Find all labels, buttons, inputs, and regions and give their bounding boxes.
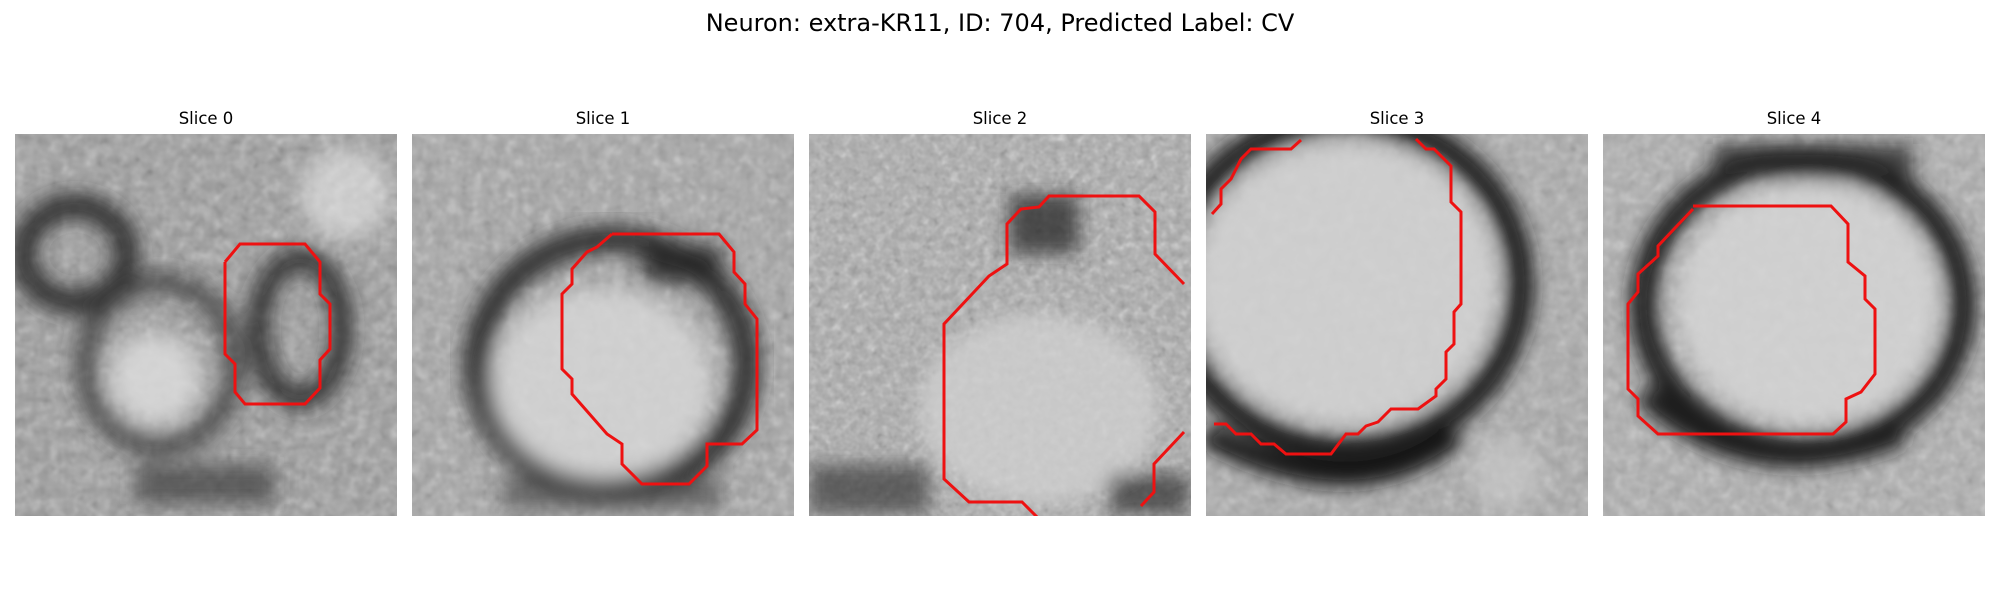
segmentation-contour xyxy=(1210,138,1303,216)
segmentation-contour xyxy=(223,242,332,406)
segmentation-contour xyxy=(560,232,759,486)
slice-image-4 xyxy=(1603,134,1985,516)
segmentation-contour xyxy=(1626,204,1877,436)
slice-image-1 xyxy=(412,134,794,516)
slice-title-4: Slice 4 xyxy=(1766,109,1822,128)
slice-title-2: Slice 2 xyxy=(972,109,1028,128)
slice-title-1: Slice 1 xyxy=(575,109,631,128)
slice-panel-1: Slice 1 xyxy=(412,108,794,518)
slice-image-0 xyxy=(15,134,397,516)
slice-panel-4: Slice 4 xyxy=(1603,108,1985,518)
segmentation-contour xyxy=(1139,430,1186,508)
slice-image-3 xyxy=(1206,134,1588,516)
slice-panel-0: Slice 0 xyxy=(15,108,397,518)
segmentation-contour xyxy=(1214,137,1463,456)
slice-panel-3: Slice 3 xyxy=(1206,108,1588,518)
figure-title: Neuron: extra-KR11, ID: 704, Predicted L… xyxy=(705,9,1295,37)
slice-title-0: Slice 0 xyxy=(178,109,234,128)
slice-panel-2: Slice 2 xyxy=(809,108,1191,518)
segmentation-contour xyxy=(942,194,1186,516)
slice-image-2 xyxy=(809,134,1191,516)
slice-title-3: Slice 3 xyxy=(1369,109,1425,128)
